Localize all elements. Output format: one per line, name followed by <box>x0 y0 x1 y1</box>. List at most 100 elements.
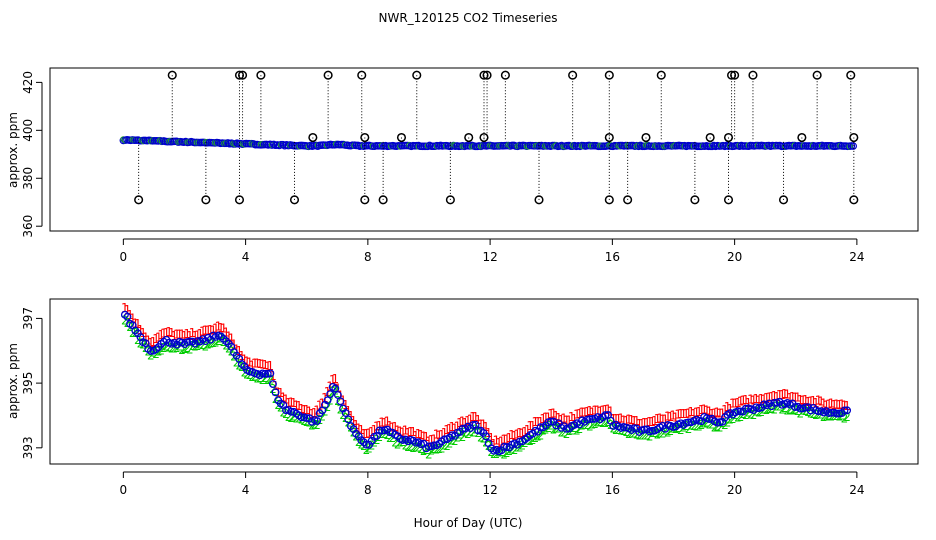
series-2-point: 2 <box>708 418 716 432</box>
series-1-point: 1 <box>711 407 719 421</box>
series-1-point: 1 <box>129 311 137 325</box>
series-1-point: 1 <box>745 396 753 410</box>
series-2-point: 2 <box>404 440 412 454</box>
series-2-point: 2 <box>784 404 792 418</box>
series-1-point: 1 <box>716 406 724 420</box>
series-3-point <box>684 418 693 427</box>
flagged-point <box>846 70 856 80</box>
series-1-point: 1 <box>778 388 786 402</box>
series-1-point: 1 <box>752 392 760 406</box>
series-2-point: 2 <box>609 422 617 436</box>
series-1-point: 1 <box>565 414 573 428</box>
series-3-point <box>796 404 805 413</box>
series-1-point: 1 <box>664 409 672 423</box>
series-3-point <box>843 406 852 415</box>
series-3-point <box>146 346 155 355</box>
series-1-point: 1 <box>768 390 776 404</box>
flagged-point <box>705 132 715 143</box>
series-1-point: 1 <box>181 329 189 343</box>
series-1-point: 1 <box>693 405 701 419</box>
series-1-point: 1 <box>617 411 625 425</box>
series-1-point: 1 <box>602 403 610 417</box>
flagged-point <box>323 70 333 80</box>
series-3-point <box>536 423 545 432</box>
series-1-point: 1 <box>669 408 677 422</box>
series-2-point: 2 <box>680 420 688 434</box>
series-1-point: 1 <box>732 396 740 410</box>
series-3-point <box>261 370 270 378</box>
series-2-point: 2 <box>560 425 568 439</box>
x-tick-label: 20 <box>727 250 742 264</box>
series-1-point: 1 <box>750 394 758 408</box>
series-2-point: 2 <box>591 417 599 431</box>
series-2-point: 2 <box>713 420 721 434</box>
series-2-point: 2 <box>157 343 165 357</box>
series-3-point <box>814 407 823 416</box>
series-1-point: 1 <box>378 415 386 429</box>
series-1-point: 1 <box>165 325 173 339</box>
series-1-point: 1 <box>583 405 591 419</box>
flagged-point <box>604 70 614 80</box>
series-1-point: 1 <box>591 403 599 417</box>
series-3-point <box>123 312 132 321</box>
series-1-point: 1 <box>552 409 560 423</box>
series-1-point: 1 <box>812 396 820 410</box>
flagged-point <box>730 70 740 80</box>
series-1-point: 1 <box>519 427 527 441</box>
flagged-point <box>256 70 266 80</box>
x-tick-label: 0 <box>120 483 128 497</box>
series-1-point: 1 <box>485 426 493 440</box>
series-2-point: 2 <box>786 402 794 416</box>
series-1-point: 1 <box>568 410 576 424</box>
series-3-point <box>375 426 384 435</box>
series-1-point: 1 <box>142 330 150 344</box>
series-1-point: 1 <box>646 415 654 429</box>
bottom-plot-frame <box>49 298 919 465</box>
series-1-point: 1 <box>687 405 695 419</box>
series-1-point: 1 <box>389 420 397 434</box>
series-1-point: 1 <box>168 326 176 340</box>
series-1-point: 1 <box>365 426 373 440</box>
series-1-point: 1 <box>685 406 693 420</box>
series-1-point: 1 <box>152 332 160 346</box>
series-2-point: 2 <box>170 342 178 356</box>
series-3-point <box>648 426 657 435</box>
series-2-point: 2 <box>425 447 433 461</box>
series-1-point: 1 <box>150 335 158 349</box>
x-tick-label: 12 <box>482 250 497 264</box>
flagged-point <box>797 132 807 143</box>
flagged-point <box>234 70 245 80</box>
series-1-point: 1 <box>513 428 521 442</box>
series-1-point: 1 <box>550 407 558 421</box>
series-3-point <box>281 406 290 415</box>
series-2-point: 2 <box>243 367 251 381</box>
series-2-point: 2 <box>664 425 672 439</box>
flagged-point <box>289 195 300 205</box>
series-1-point: 1 <box>674 407 682 421</box>
bottom-panel: 1111111111111111111111111111111111111111… <box>6 298 919 497</box>
series-2-point: 2 <box>215 334 223 348</box>
series-2-point: 2 <box>428 443 436 457</box>
flagged-point <box>604 132 614 143</box>
x-tick-label: 4 <box>242 250 250 264</box>
y-tick-label: 397 <box>21 307 35 330</box>
series-2-point: 2 <box>500 448 508 462</box>
flagged-point <box>723 132 734 143</box>
series-3-point <box>326 390 335 399</box>
series-2-point: 2 <box>589 418 597 432</box>
series-1-point: 1 <box>186 329 194 343</box>
series-1-point: 1 <box>173 327 181 341</box>
flagged-point <box>134 195 144 205</box>
series-2-point: 2 <box>228 345 236 359</box>
series-1-point: 1 <box>176 327 184 341</box>
series-1-point: 1 <box>454 419 462 433</box>
series-2-point: 2 <box>368 439 376 453</box>
series-1-point: 1 <box>147 336 155 350</box>
series-2-point: 2 <box>441 439 449 453</box>
series-1-point: 1 <box>802 393 810 407</box>
series-1-point: 1 <box>448 420 456 434</box>
series-1-point: 1 <box>638 417 646 431</box>
series-1-point: 1 <box>464 414 472 428</box>
series-1-point: 1 <box>680 407 688 421</box>
series-1-point: 1 <box>290 396 298 410</box>
